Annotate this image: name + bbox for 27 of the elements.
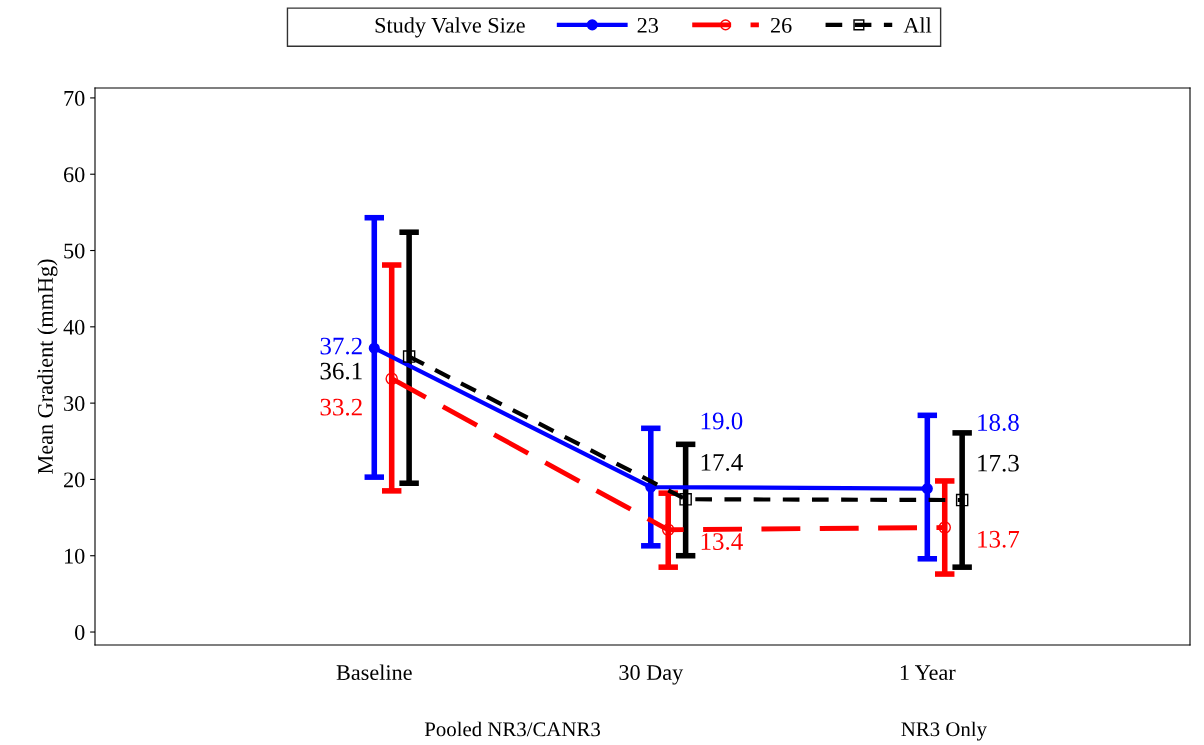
text: Pooled NR3/CANR3 — [424, 721, 600, 737]
x-tick-label: 30 Day — [619, 665, 684, 685]
x-tick-label: Baseline — [336, 664, 412, 681]
y-tick-label: 50 — [64, 243, 85, 259]
y-axis-title: Mean Gradient (mmHg) — [37, 259, 58, 474]
legend-label: 23 — [637, 17, 659, 33]
y-tick-label: 40 — [63, 319, 85, 335]
x-tick-label: 1 Year — [900, 665, 956, 681]
data-label: 17.3 — [978, 454, 1019, 472]
y-tick-label: 20 — [64, 472, 85, 488]
y-tick-label: 60 — [64, 167, 85, 183]
y-tick-label: 70 — [64, 90, 85, 106]
y-tick-label: 30 — [64, 396, 85, 412]
legend-label: 26 — [770, 17, 792, 33]
data-label: 17.4 — [701, 454, 743, 471]
data-label: 13.4 — [701, 533, 743, 551]
data-label: 33.2 — [320, 398, 362, 416]
legend-title: Study Valve Size — [375, 17, 525, 38]
legend-label: All — [903, 17, 932, 33]
y-tick-label: 10 — [65, 548, 85, 564]
data-label: 13.7 — [978, 530, 1020, 548]
text: NR3 Only — [901, 721, 987, 741]
data-label: 19.0 — [701, 412, 743, 430]
data-label: 18.8 — [978, 414, 1019, 432]
data-label: 37.2 — [320, 337, 362, 355]
data-label: 36.1 — [320, 362, 362, 380]
y-tick-label: 0 — [75, 624, 85, 640]
